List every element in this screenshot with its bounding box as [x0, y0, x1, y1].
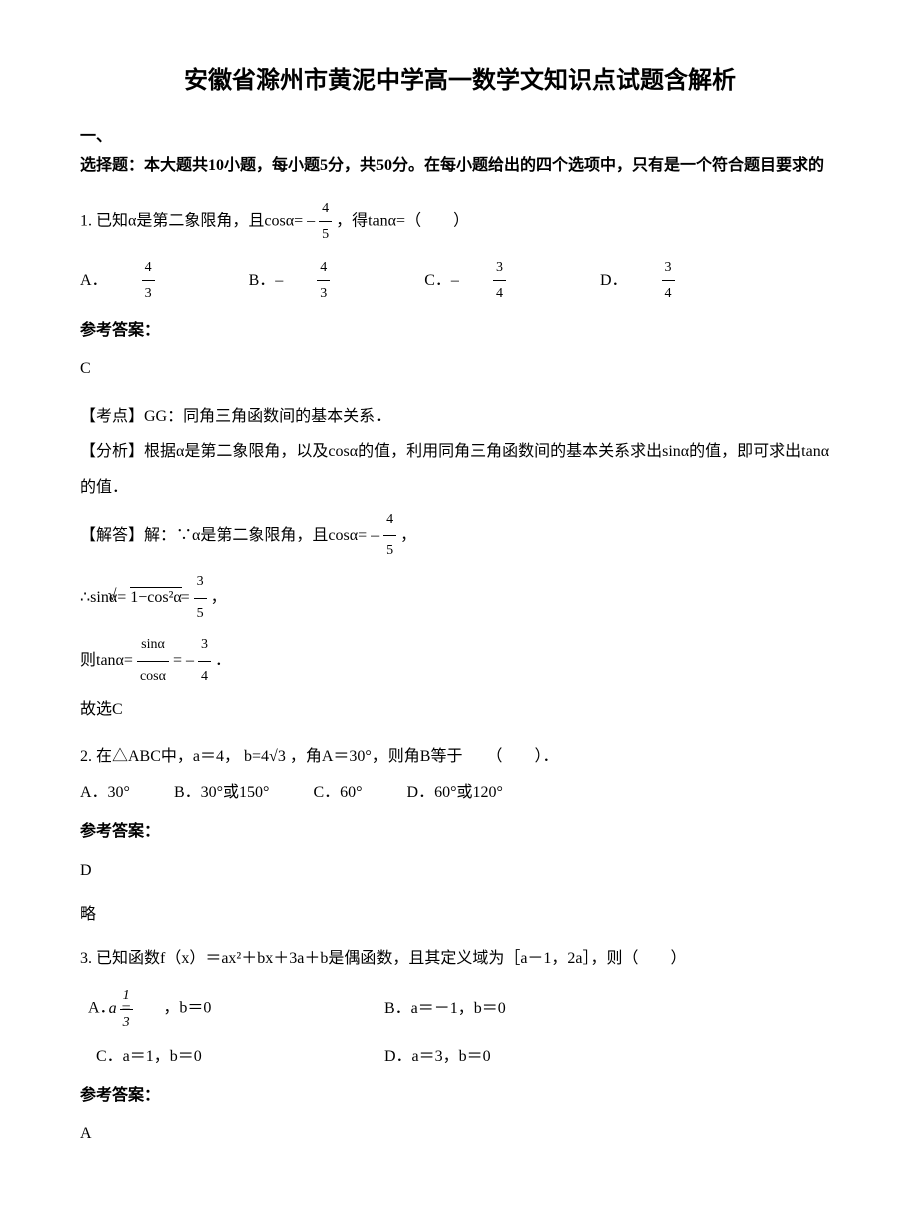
q3-optD: D．a＝3，b＝0	[384, 1043, 684, 1072]
question-3: 3. 已知函数f（x）＝ax²＋bx＋3a＋b是偶函数，且其定义域为［a－1，2…	[80, 945, 840, 974]
q3-options: A． 1 3 a = ，b＝0 B．a＝－1，b＝0 C．a＝1，b＝0 D．a…	[80, 983, 840, 1071]
q1-optA: A． 4 3	[80, 255, 215, 306]
q1-optB: B．– 4 3	[249, 255, 391, 306]
question-2: 2. 在△ABC中，a＝4， b=4√3 ，角A＝30°，则角B等于 （ ）．	[80, 743, 840, 772]
q2-note: 略	[80, 901, 840, 930]
page-title: 安徽省滁州市黄泥中学高一数学文知识点试题含解析	[80, 60, 840, 103]
q3-optB: B．a＝－1，b＝0	[384, 995, 684, 1024]
q1-exp6: 故选C	[80, 692, 840, 727]
q2-optC: C．60°	[313, 779, 362, 808]
section-desc: 选择题：本大题共10小题，每小题5分，共50分。在每小题给出的四个选项中，只有是…	[80, 157, 824, 174]
q3-optC: C．a＝1，b＝0	[80, 1043, 380, 1072]
q1-exp2: 【分析】根据α是第二象限角，以及cosα的值，利用同角三角函数间的基本关系求出s…	[80, 434, 840, 504]
q1-explanation: 【考点】GG：同角三角函数间的基本关系． 【分析】根据α是第二象限角，以及cos…	[80, 399, 840, 728]
q2-b: b=4√3	[244, 748, 286, 765]
q1-text-2: ，得tanα=（ ）	[336, 212, 469, 229]
q3-optA: A． 1 3 a = ，b＝0	[80, 983, 380, 1034]
q1-frac: 4 5	[319, 196, 332, 247]
section-num: 一、	[80, 128, 112, 145]
q2-text-1: 2. 在△ABC中，a＝4，	[80, 748, 240, 765]
section-header: 一、 选择题：本大题共10小题，每小题5分，共50分。在每小题给出的四个选项中，…	[80, 123, 840, 181]
q2-answer: D	[80, 857, 840, 886]
q1-options: A． 4 3 B．– 4 3 C．– 3 4 D． 3 4	[80, 255, 840, 306]
q1-exp4: ∴sinα= 1−cos²α √ = 3 5 ，	[80, 567, 840, 630]
question-1: 1. 已知α是第二象限角，且cosα= – 4 5 ，得tanα=（ ）	[80, 196, 840, 247]
q3-answer-label: 参考答案：	[80, 1082, 840, 1111]
q1-exp1: 【考点】GG：同角三角函数间的基本关系．	[80, 399, 840, 434]
q2-text-2: ，角A＝30°，则角B等于 （ ）．	[290, 748, 559, 765]
q1-exp3: 【解答】解：∵α是第二象限角，且cosα= – 4 5 ，	[80, 505, 840, 568]
q2-optA: A．30°	[80, 779, 130, 808]
q1-text-1: 1. 已知α是第二象限角，且cosα= –	[80, 212, 315, 229]
q1-answer-label: 参考答案：	[80, 317, 840, 346]
q1-exp5: 则tanα= sinα cosα = – 3 4 ．	[80, 630, 840, 693]
q1-optC: C．– 3 4	[424, 255, 566, 306]
q1-optD: D． 3 4	[600, 255, 735, 306]
q2-optD: D．60°或120°	[407, 779, 503, 808]
q1-answer: C	[80, 355, 840, 384]
q2-optB: B．30°或150°	[174, 779, 269, 808]
q3-answer: A	[80, 1120, 840, 1149]
q2-options: A．30° B．30°或150° C．60° D．60°或120°	[80, 779, 840, 808]
q2-answer-label: 参考答案：	[80, 818, 840, 847]
